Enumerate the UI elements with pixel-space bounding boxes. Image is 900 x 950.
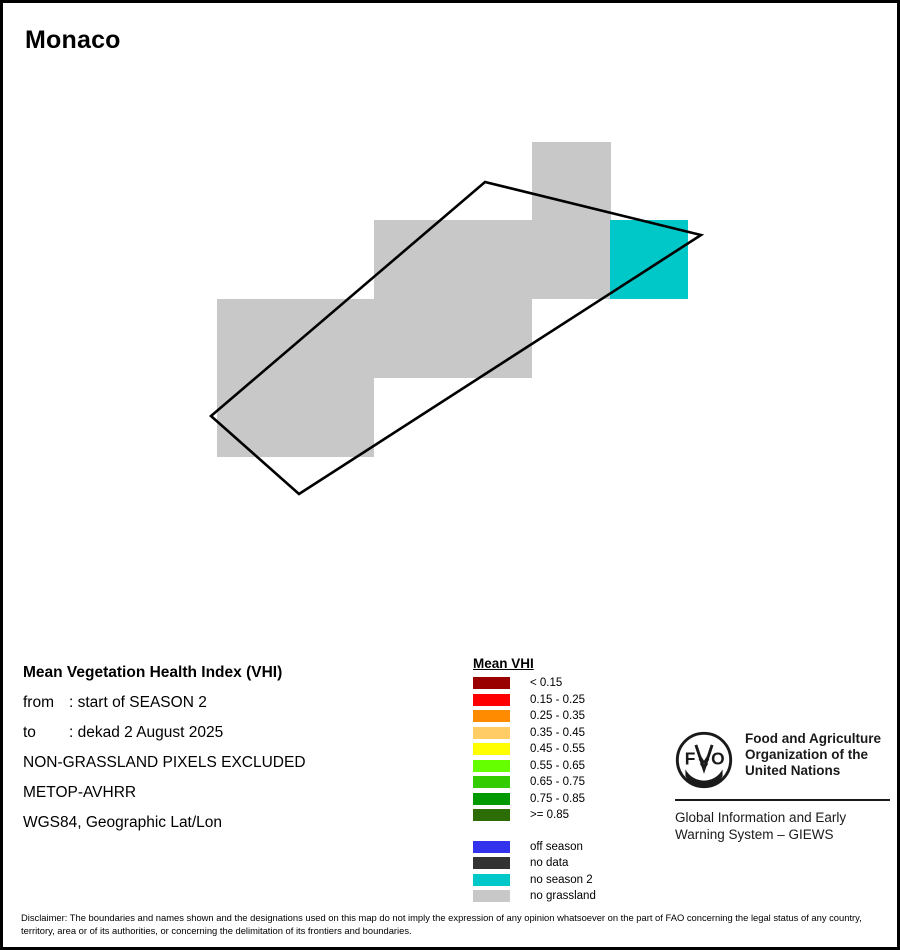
legend-class-row: < 0.15: [473, 675, 653, 692]
info-from-row: from : start of SEASON 2: [23, 688, 453, 718]
page-title: Monaco: [25, 26, 121, 54]
legend-special-label: no grassland: [530, 890, 596, 903]
fao-org-line-2: Organization of the: [745, 747, 868, 762]
info-from-value: : start of SEASON 2: [69, 694, 207, 711]
giews-line-1: Global Information and Early: [675, 810, 847, 825]
fao-organization-name: Food and Agriculture Organization of the…: [745, 731, 881, 779]
no-grassland-cell-3: [532, 220, 611, 299]
country-boundary-layer: [209, 180, 705, 496]
legend-special-row: no grassland: [473, 888, 653, 905]
legend-class-swatch: [473, 743, 510, 756]
legend-special-label: no data: [530, 857, 569, 870]
legend-class-label: 0.25 - 0.35: [530, 710, 585, 723]
fao-logo-row: F O FIAT PANIS Food and Agriculture Orga…: [675, 731, 890, 789]
svg-text:F: F: [685, 749, 696, 769]
no-grassland-cell-4: [217, 299, 374, 457]
legend-class-label: 0.35 - 0.45: [530, 726, 585, 739]
info-to-key: to: [23, 724, 36, 741]
legend-class-row: 0.25 - 0.35: [473, 708, 653, 725]
legend-special-swatch: [473, 873, 510, 886]
disclaimer-text: Disclaimer: The boundaries and names sho…: [21, 912, 862, 936]
legend-class-label: 0.65 - 0.75: [530, 776, 585, 789]
legend-class-row: 0.45 - 0.55: [473, 741, 653, 758]
fao-divider: [675, 799, 890, 801]
giews-line-2: Warning System – GIEWS: [675, 827, 834, 842]
legend-special-list: off season no data no season 2 no grassland: [473, 839, 653, 905]
giews-name: Global Information and Early Warning Sys…: [675, 809, 890, 843]
fao-emblem-icon: F O FIAT PANIS: [675, 731, 733, 789]
info-to-row: to : dekad 2 August 2025: [23, 718, 453, 748]
legend-class-swatch: [473, 677, 510, 690]
legend-special-label: no season 2: [530, 873, 593, 886]
no-grassland-cell-5: [374, 299, 532, 378]
legend-class-row: >= 0.85: [473, 807, 653, 824]
legend-class-swatch: [473, 726, 510, 739]
map-canvas[interactable]: [3, 103, 897, 623]
info-sensor: METOP-AVHRR: [23, 784, 137, 801]
legend-class-label: 0.55 - 0.65: [530, 759, 585, 772]
fao-branding-block: F O FIAT PANIS Food and Agriculture Orga…: [675, 731, 890, 843]
legend-class-label: 0.15 - 0.25: [530, 693, 585, 706]
legend-class-swatch: [473, 693, 510, 706]
legend-class-row: 0.15 - 0.25: [473, 692, 653, 709]
legend-class-row: 0.55 - 0.65: [473, 758, 653, 775]
country-boundary-polygon: [209, 180, 705, 496]
legend-class-label: < 0.15: [530, 677, 563, 690]
info-heading: Mean Vegetation Health Index (VHI): [23, 664, 283, 681]
legend-class-swatch: [473, 759, 510, 772]
legend-class-swatch: [473, 809, 510, 822]
legend-class-swatch: [473, 776, 510, 789]
legend-special-row: no season 2: [473, 872, 653, 889]
no-grassland-cell-1: [532, 142, 611, 221]
legend-class-row: 0.35 - 0.45: [473, 725, 653, 742]
svg-text:O: O: [711, 749, 725, 769]
legend-spacer: [473, 824, 653, 839]
info-projection: WGS84, Geographic Lat/Lon: [23, 814, 223, 831]
legend-title: Mean VHI: [473, 656, 534, 671]
info-from-key: from: [23, 694, 54, 711]
fao-org-line-1: Food and Agriculture: [745, 731, 881, 746]
no-grassland-cell-2: [374, 220, 532, 299]
legend-special-row: no data: [473, 855, 653, 872]
legend-special-swatch: [473, 840, 510, 853]
legend-class-list: < 0.15 0.15 - 0.25 0.25 - 0.35 0.35 - 0.45 0…: [473, 675, 653, 824]
legend-class-swatch: [473, 792, 510, 805]
info-to-value: : dekad 2 August 2025: [69, 724, 224, 741]
legend-special-swatch: [473, 857, 510, 870]
legend-class-row: 0.65 - 0.75: [473, 774, 653, 791]
map-info-block: Mean Vegetation Health Index (VHI) from:…: [23, 658, 453, 838]
fao-org-line-3: United Nations: [745, 763, 841, 778]
legend-class-row: 0.75 - 0.85: [473, 791, 653, 808]
legend-class-label: >= 0.85: [530, 809, 570, 822]
info-pixels-note: NON-GRASSLAND PIXELS EXCLUDED: [23, 754, 306, 771]
legend: Mean VHI < 0.15 0.15 - 0.25 0.25 - 0.35 0.3…: [473, 655, 653, 905]
legend-special-row: off season: [473, 839, 653, 856]
legend-class-label: 0.75 - 0.85: [530, 792, 585, 805]
legend-class-label: 0.45 - 0.55: [530, 743, 585, 756]
legend-special-swatch: [473, 890, 510, 903]
legend-class-swatch: [473, 710, 510, 723]
legend-special-label: off season: [530, 840, 583, 853]
